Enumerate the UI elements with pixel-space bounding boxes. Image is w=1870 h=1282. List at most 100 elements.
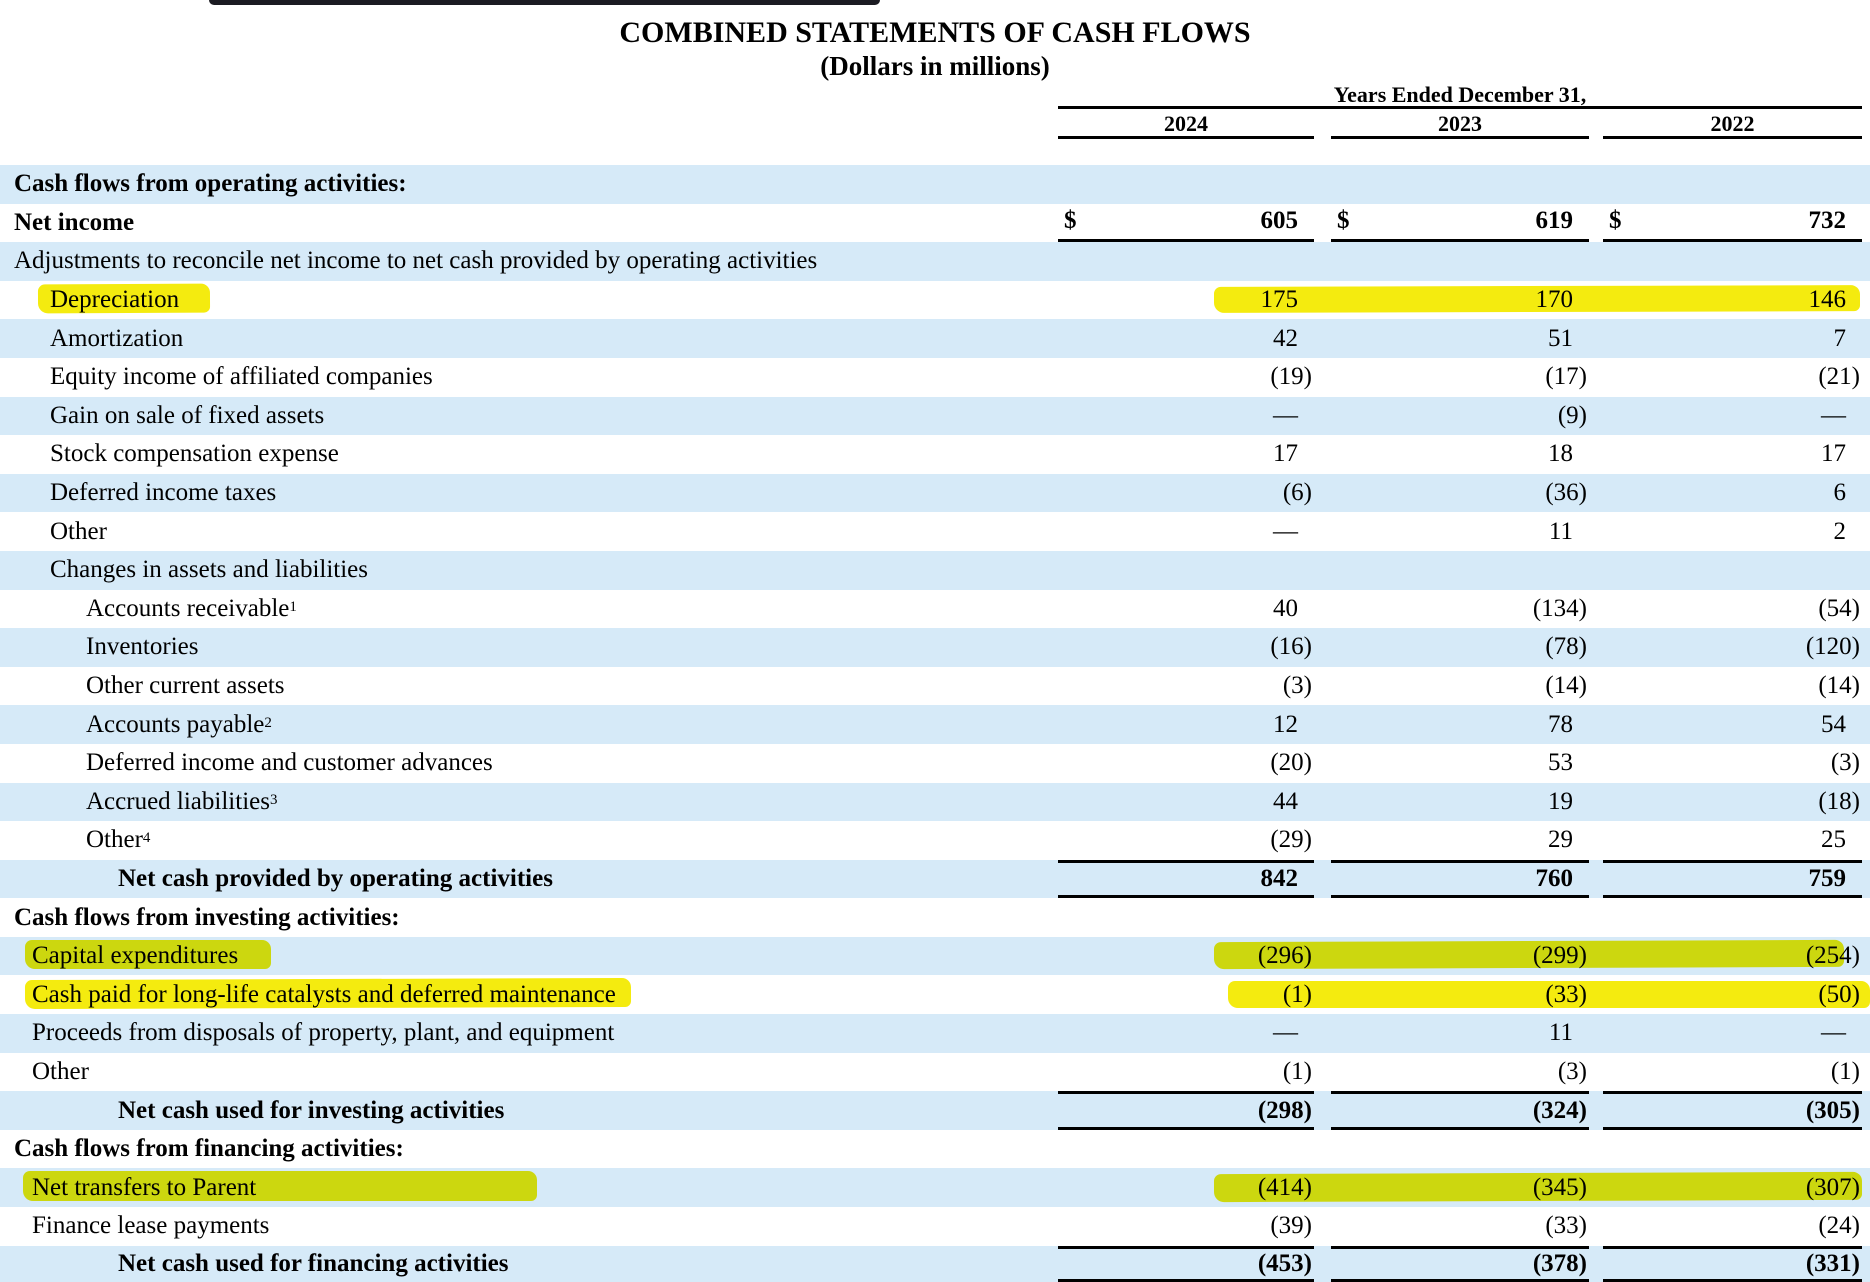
value: (3) [1557,1057,1587,1085]
value-cell: (20) [1058,744,1314,783]
row-label-text: Deferred income taxes [50,479,277,507]
value-cell: 40 [1058,590,1314,629]
value-cell: 2 [1603,512,1862,551]
value: 170 [1535,286,1574,314]
table-row: Stock compensation expense 17 18 17 [0,435,1870,474]
value: 605 [1260,207,1299,235]
row-label-text: Adjustments to reconcile net income to n… [14,247,818,275]
value-cell [1331,1130,1589,1169]
value-cell: — [1058,1014,1314,1053]
value: 842 [1260,864,1299,892]
row-label-text: Other [86,826,143,854]
row-label-text: Cash flows from financing activities: [14,1135,404,1163]
value-cell: (54) [1603,590,1862,629]
table-row: Capital expenditures (296) (299) (254) [0,936,1870,976]
value: 25 [1821,826,1846,854]
value: (414) [1257,1173,1312,1201]
value: 146 [1808,286,1847,314]
value: 40 [1273,594,1298,622]
row-label: Proceeds from disposals of property, pla… [0,1014,1058,1053]
value-cell: (1) [1058,1053,1314,1092]
row-label: Cash flows from financing activities: [0,1130,1058,1169]
table-row: Deferred income taxes (6) (36) 6 [0,473,1870,513]
value-cell: — [1603,1014,1862,1053]
value: — [1273,1019,1298,1047]
currency-symbol: $ [1609,207,1622,235]
value: (345) [1532,1173,1587,1201]
table-row: Gain on sale of fixed assets — (9) — [0,396,1870,436]
value-cell: 12 [1058,705,1314,744]
value-cell: (14) [1603,667,1862,706]
value: (254) [1805,942,1860,970]
row-label: Finance lease payments [0,1207,1058,1246]
value-cell: 17 [1058,435,1314,474]
value-cell: (453) [1058,1245,1314,1282]
value: (134) [1532,594,1587,622]
value: (307) [1805,1173,1860,1201]
row-label-text: Capital expenditures [32,942,239,970]
row-label: Other current assets [0,667,1058,706]
value: (50) [1818,980,1860,1008]
row-label: Gain on sale of fixed assets [0,397,1058,436]
value-cell: — [1058,397,1314,436]
value: (299) [1532,942,1587,970]
row-label: Adjustments to reconcile net income to n… [0,242,1058,281]
table-row: Changes in assets and liabilities [0,550,1870,590]
row-label-text: Other current assets [86,672,285,700]
value: (78) [1545,633,1587,661]
value-cell: 25 [1603,821,1862,860]
value: (298) [1257,1096,1312,1124]
row-label: Net cash provided by operating activitie… [0,860,1058,899]
value: 759 [1808,864,1847,892]
value: (39) [1270,1212,1312,1240]
column-header-year-2023: 2023 [1331,111,1589,139]
table-row: Net transfers to Parent (414) (345) (307) [0,1168,1870,1208]
value-cell: (24) [1603,1207,1862,1246]
value: 53 [1548,749,1573,777]
row-label-text: Deferred income and customer advances [86,749,493,777]
value-cell: (305) [1603,1091,1862,1130]
value: (24) [1818,1212,1860,1240]
value-cell: (6) [1058,474,1314,513]
value-cell: (9) [1331,397,1589,436]
value: 19 [1548,787,1573,815]
value-cell: 29 [1331,821,1589,860]
value-cell [1058,165,1314,204]
row-label-text: Inventories [86,633,199,661]
value: 12 [1273,710,1298,738]
value: 29 [1548,826,1573,854]
value-cell: (120) [1603,628,1862,667]
table-row: Inventories (16) (78) (120) [0,628,1870,667]
value-cell: — [1058,512,1314,551]
value-cell: (345) [1331,1168,1589,1207]
value: (120) [1805,633,1860,661]
value: (19) [1270,363,1312,391]
value: 78 [1548,710,1573,738]
value: 42 [1273,324,1298,352]
value: 51 [1548,324,1573,352]
value: 7 [1833,324,1847,352]
value-cell [1603,1130,1862,1169]
row-label: Net income [0,204,1058,243]
value-cell: (50) [1603,975,1862,1014]
value: 6 [1833,479,1847,507]
value-cell: 18 [1331,435,1589,474]
row-label-text: Accounts payable [86,710,265,738]
column-header-year-2022: 2022 [1603,111,1862,139]
row-label-text: Cash paid for long-life catalysts and de… [32,980,616,1008]
value-cell: (14) [1331,667,1589,706]
row-label-text: Accrued liabilities [86,787,270,815]
value: 2 [1833,517,1847,545]
statement-table: Cash flows from operating activities: Net… [0,165,1870,1282]
currency-symbol: $ [1337,207,1350,235]
value: (453) [1257,1249,1312,1277]
value-cell [1603,242,1862,281]
table-row: Net income $605 $619 $732 [0,204,1870,243]
value: — [1821,401,1846,429]
table-row: Net cash used for financing activities (4… [0,1245,1870,1282]
table-row: Accrued liabilities 3 44 19 (18) [0,782,1870,822]
value: 11 [1548,1019,1573,1047]
row-label-text: Other [32,1057,89,1085]
row-label: Other [0,1053,1058,1092]
row-label-text: Gain on sale of fixed assets [50,401,325,429]
